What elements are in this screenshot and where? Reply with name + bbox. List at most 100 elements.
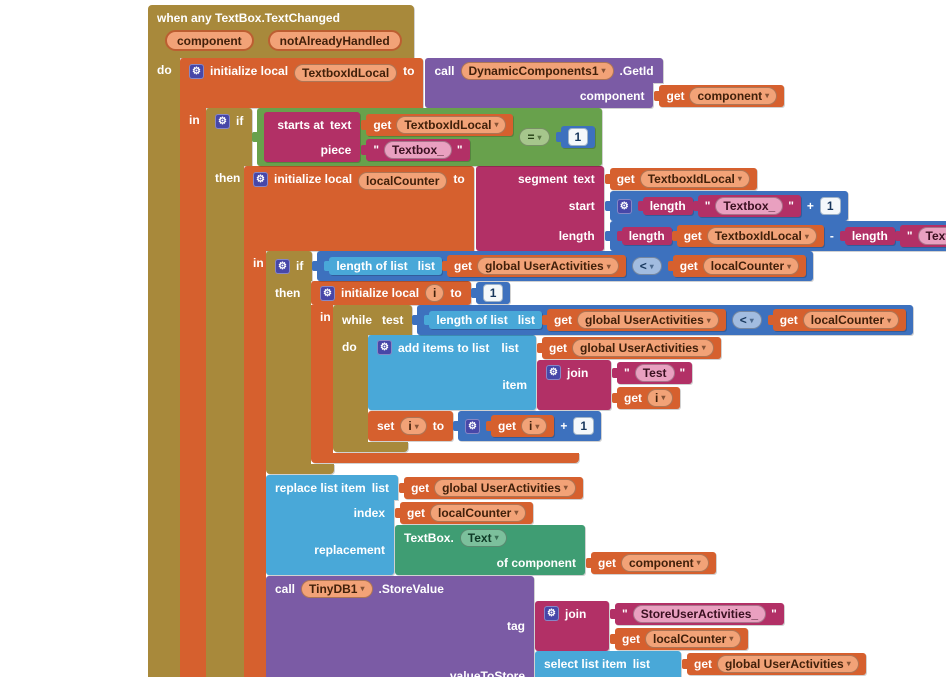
tinydb-valuetostore-socket[interactable]: valueToStore bbox=[266, 651, 534, 677]
block-when-any-textbox-textchanged[interactable]: when any TextBox.TextChanged component n… bbox=[148, 5, 946, 677]
segment-start-socket[interactable]: start bbox=[475, 191, 604, 221]
block-number-one[interactable]: 1 bbox=[555, 126, 596, 148]
get-variable-dropdown[interactable]: TextboxIdLocal ▾ bbox=[639, 169, 750, 188]
mutator-gear-icon[interactable]: ⚙ bbox=[189, 64, 204, 79]
block-get-textboxidlocal[interactable]: get TextboxIdLocal ▾ bbox=[604, 167, 757, 190]
join-second-socket[interactable] bbox=[537, 385, 611, 410]
string-field[interactable]: Textbox_ bbox=[384, 140, 452, 159]
block-get-localcounter[interactable]: get localCounter ▾ bbox=[394, 501, 534, 524]
when-block-header[interactable]: when any TextBox.TextChanged component n… bbox=[148, 5, 414, 58]
block-text-string-test[interactable]: " Test " bbox=[611, 361, 693, 384]
component-dropdown[interactable]: TinyDB1 ▾ bbox=[301, 579, 373, 598]
get-variable-dropdown[interactable]: localCounter ▾ bbox=[430, 503, 527, 522]
block-call-tinydb-storevalue[interactable]: call TinyDB1 ▾ .StoreValue bbox=[266, 576, 866, 677]
mutator-gear-icon[interactable]: ⚙ bbox=[275, 258, 290, 274]
property-of-component-socket[interactable]: of component bbox=[395, 550, 585, 575]
get-variable-dropdown[interactable]: i ▾ bbox=[521, 417, 548, 435]
while-header[interactable]: while test bbox=[333, 305, 413, 335]
block-initialize-local-i[interactable]: ⚙ initialize local i to bbox=[311, 281, 914, 463]
init-i-header[interactable]: ⚙ initialize local i to bbox=[311, 281, 471, 305]
segment-text-row[interactable]: segment text bbox=[475, 166, 604, 191]
component-dropdown[interactable]: DynamicComponents1 ▾ bbox=[460, 61, 614, 80]
get-variable-dropdown[interactable]: global UserActivities ▾ bbox=[577, 311, 719, 329]
property-dropdown[interactable]: Text ▾ bbox=[459, 528, 507, 547]
block-property-textbox-text[interactable]: TextBox. Text ▾ bbox=[395, 525, 716, 575]
get-variable-dropdown[interactable]: TextboxIdLocal ▾ bbox=[396, 115, 507, 134]
block-text-string-storeuseractivities[interactable]: " StoreUserActivities_ " bbox=[610, 602, 784, 625]
block-add-items-to-list[interactable]: ⚙ add items to list list bbox=[368, 335, 721, 410]
mutator-gear-icon[interactable]: ⚙ bbox=[465, 418, 481, 434]
get-variable-dropdown[interactable]: localCounter ▾ bbox=[802, 311, 900, 329]
set-variable-dropdown[interactable]: i ▾ bbox=[400, 417, 427, 435]
string-field[interactable]: Textbox_ bbox=[715, 197, 784, 215]
init-textboxidlocal-header[interactable]: ⚙ initialize local TextboxIdLocal to bbox=[180, 58, 424, 108]
get-variable-dropdown[interactable]: global UserActivities ▾ bbox=[477, 257, 619, 275]
block-get-i[interactable]: get i ▾ bbox=[486, 415, 555, 437]
mutator-gear-icon[interactable]: ⚙ bbox=[215, 114, 230, 129]
block-get-global-useractivities[interactable]: get global UserActivities ▾ bbox=[542, 309, 726, 331]
block-text-string-textbox[interactable]: " Textbox_ " bbox=[894, 225, 946, 247]
block-math-lessthan[interactable]: length of list list get bbox=[312, 251, 814, 281]
lessthan-operator-dropdown[interactable]: < ▾ bbox=[731, 311, 762, 329]
block-join[interactable]: ⚙ join bbox=[537, 360, 693, 410]
mutator-gear-icon[interactable]: ⚙ bbox=[546, 365, 561, 380]
block-length-of-list[interactable]: length of list list bbox=[424, 311, 543, 329]
select-list-row[interactable]: select list item list bbox=[535, 651, 681, 676]
get-variable-dropdown[interactable]: component ▾ bbox=[621, 553, 709, 572]
block-initialize-local-textboxidlocal[interactable]: ⚙ initialize local TextboxIdLocal to cal… bbox=[180, 58, 946, 677]
block-get-textboxidlocal[interactable]: get TextboxIdLocal ▾ bbox=[671, 225, 824, 247]
call-getid-row[interactable]: call DynamicComponents1 ▾ .GetId bbox=[425, 58, 663, 83]
string-field[interactable]: Textbox_ bbox=[917, 227, 946, 245]
block-get-i[interactable]: get i ▾ bbox=[611, 386, 681, 409]
block-length-of-list[interactable]: length of list list bbox=[324, 257, 443, 275]
block-select-list-item[interactable]: select list item list bbox=[535, 651, 866, 677]
property-row[interactable]: TextBox. Text ▾ bbox=[395, 525, 585, 550]
if1-header[interactable]: ⚙ if bbox=[206, 108, 253, 166]
block-get-global-useractivities[interactable]: get global UserActivities ▾ bbox=[682, 652, 866, 675]
number-field[interactable]: 1 bbox=[573, 417, 595, 435]
equals-operator-dropdown[interactable]: = ▾ bbox=[519, 128, 550, 146]
block-length[interactable]: length bbox=[839, 227, 895, 245]
if2-header[interactable]: ⚙ if bbox=[266, 251, 313, 281]
number-field[interactable]: 1 bbox=[482, 284, 504, 302]
set-i-header[interactable]: set i ▾ to bbox=[368, 411, 454, 441]
local-name-field[interactable]: localCounter bbox=[358, 172, 448, 190]
string-field[interactable]: StoreUserActivities_ bbox=[632, 604, 767, 623]
starts-at-text-row[interactable]: starts at text bbox=[264, 112, 361, 137]
block-replace-list-item[interactable]: replace list item list get bbox=[266, 475, 716, 575]
get-variable-dropdown[interactable]: localCounter ▾ bbox=[645, 629, 742, 648]
replace-index-socket[interactable]: index bbox=[266, 500, 394, 525]
get-variable-dropdown[interactable]: global UserActivities ▾ bbox=[717, 654, 859, 673]
block-get-component[interactable]: get component ▾ bbox=[654, 84, 785, 107]
number-field[interactable]: 1 bbox=[819, 197, 841, 215]
block-call-dynamiccomponents-getid[interactable]: call DynamicComponents1 ▾ .GetId componen… bbox=[425, 58, 785, 108]
block-initialize-local-localcounter[interactable]: ⚙ initialize local localCounter to bbox=[244, 166, 946, 677]
init-i-bottom-bar[interactable] bbox=[311, 453, 579, 463]
get-component-dropdown[interactable]: component ▾ bbox=[689, 86, 778, 105]
if2-bottom-bar[interactable] bbox=[266, 464, 334, 474]
segment-length-socket[interactable]: length bbox=[475, 221, 604, 251]
get-variable-dropdown[interactable]: i ▾ bbox=[647, 388, 674, 407]
add-items-item-socket[interactable]: item bbox=[368, 360, 536, 410]
local-name-field[interactable]: i bbox=[425, 284, 445, 302]
call-getid-component-socket[interactable]: component bbox=[425, 83, 654, 108]
block-starts-at[interactable]: starts at text get TextboxIdLocal ▾ bbox=[264, 112, 514, 162]
event-param-notalreadyhandled[interactable]: notAlreadyHandled bbox=[267, 30, 402, 51]
block-length[interactable]: length bbox=[616, 227, 672, 245]
mutator-gear-icon[interactable]: ⚙ bbox=[616, 198, 632, 214]
number-field[interactable]: 1 bbox=[567, 128, 589, 146]
block-get-localcounter[interactable]: get localCounter ▾ bbox=[667, 255, 807, 277]
join-row[interactable]: ⚙ join bbox=[535, 601, 609, 626]
join-second-socket[interactable] bbox=[535, 626, 609, 651]
block-text-string-textbox[interactable]: " Textbox_ " bbox=[692, 195, 801, 217]
init-localcounter-header[interactable]: ⚙ initialize local localCounter to bbox=[244, 166, 474, 251]
block-get-component[interactable]: get component ▾ bbox=[586, 551, 716, 574]
block-get-global-useractivities[interactable]: get global UserActivities ▾ bbox=[537, 336, 721, 359]
block-math-plus[interactable]: ⚙ get i ▾ bbox=[453, 411, 602, 441]
get-variable-dropdown[interactable]: TextboxIdLocal ▾ bbox=[706, 227, 817, 245]
starts-at-piece-socket[interactable]: piece bbox=[264, 137, 361, 162]
join-row[interactable]: ⚙ join bbox=[537, 360, 611, 385]
block-get-localcounter[interactable]: get localCounter ▾ bbox=[609, 627, 749, 650]
block-get-textboxidlocal[interactable]: get TextboxIdLocal ▾ bbox=[361, 113, 514, 136]
block-number-one[interactable]: 1 bbox=[470, 282, 511, 304]
